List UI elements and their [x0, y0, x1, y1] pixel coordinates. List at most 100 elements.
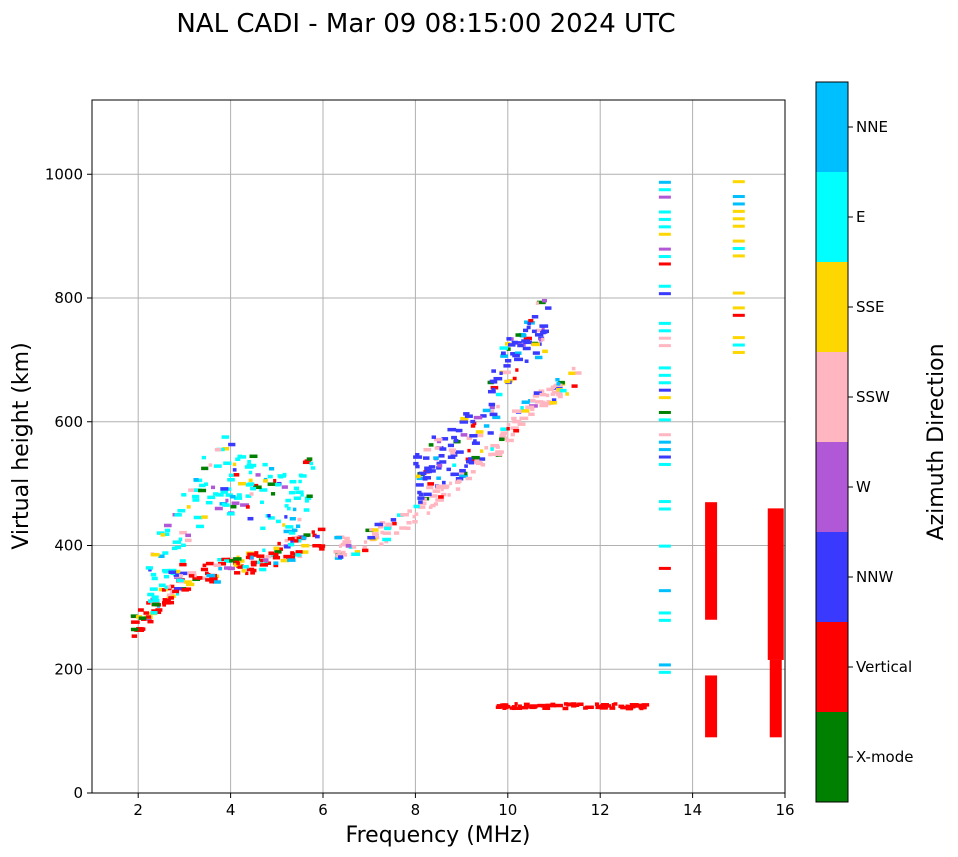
- echo-point: [428, 465, 436, 469]
- echo-point: [506, 347, 511, 351]
- echo-point: [556, 388, 563, 392]
- echo-point: [372, 528, 379, 532]
- echo-point: [174, 513, 182, 517]
- echo-point: [480, 414, 487, 418]
- echo-point: [262, 558, 269, 562]
- echo-point: [293, 539, 299, 543]
- echo-point: [289, 479, 297, 484]
- echo-point: [525, 405, 535, 410]
- echo-point: [146, 601, 151, 605]
- echo-point: [530, 407, 535, 412]
- echo-point: [205, 500, 213, 505]
- echo-point: [311, 530, 315, 534]
- echo-point: [344, 536, 350, 541]
- echo-point: [467, 448, 471, 453]
- echo-point: [574, 371, 582, 375]
- echo-point: [131, 634, 138, 638]
- echo-point: [527, 321, 531, 326]
- echo-point: [459, 468, 466, 473]
- colorbar-frame: [815, 81, 849, 803]
- echo-point: [522, 328, 529, 333]
- echo-point: [175, 592, 180, 596]
- echo-point: [160, 533, 166, 537]
- echo-point: [452, 463, 457, 467]
- echo-point: [658, 507, 671, 511]
- echo-point: [268, 551, 275, 555]
- echo-point: [470, 424, 476, 428]
- echo-point: [460, 433, 468, 437]
- echo-point: [280, 558, 290, 563]
- colorbar-label: Vertical: [856, 658, 912, 676]
- echo-point: [282, 472, 287, 477]
- echo-point: [554, 703, 563, 708]
- colorbar-label: NNE: [856, 118, 888, 136]
- echo-point: [658, 500, 671, 504]
- echo-point: [319, 547, 325, 551]
- echo-point: [158, 583, 166, 588]
- echo-point: [658, 433, 671, 437]
- echo-point: [150, 572, 157, 577]
- echo-point: [256, 560, 261, 565]
- echo-point: [487, 431, 494, 435]
- echo-point: [212, 580, 221, 584]
- echo-point: [525, 704, 534, 708]
- echo-point: [658, 410, 671, 414]
- echo-point: [259, 488, 268, 492]
- echo-point: [433, 437, 443, 442]
- echo-point: [541, 337, 545, 342]
- echo-point: [503, 364, 511, 368]
- echo-point: [246, 567, 255, 572]
- echo-point: [473, 439, 477, 443]
- echo-point: [273, 552, 279, 557]
- echo-point: [473, 415, 483, 420]
- echo-point: [546, 706, 551, 711]
- colorbar-label: SSW: [856, 388, 890, 406]
- echo-point: [269, 466, 275, 471]
- echo-point: [489, 412, 498, 417]
- echo-point: [399, 526, 407, 530]
- echo-point: [562, 706, 569, 711]
- x-tick-label: 14: [683, 801, 702, 819]
- echo-point: [450, 451, 457, 455]
- echo-point: [245, 555, 250, 560]
- echo-point: [427, 482, 435, 486]
- echo-point: [539, 392, 547, 397]
- echo-point: [299, 550, 309, 554]
- echo-point: [181, 493, 187, 497]
- y-tick-label: 0: [73, 784, 83, 802]
- echo-point: [514, 357, 524, 362]
- echo-point: [426, 485, 434, 490]
- echo-point: [374, 522, 383, 527]
- echo-point: [146, 615, 152, 619]
- echo-point: [613, 702, 618, 706]
- echo-point: [162, 551, 169, 555]
- echo-point: [450, 453, 458, 457]
- echo-point: [544, 706, 548, 711]
- colorbar-label: NNW: [856, 568, 893, 586]
- colorbar-segment: [816, 622, 848, 712]
- echo-point: [464, 414, 473, 418]
- echo-point: [281, 485, 288, 489]
- x-tick-label: 12: [591, 801, 610, 819]
- echo-point: [285, 525, 294, 529]
- echo-point: [237, 559, 245, 563]
- echo-point: [491, 369, 497, 373]
- echo-point: [439, 447, 447, 451]
- echo-point: [312, 543, 322, 548]
- echo-point: [315, 534, 320, 539]
- echo-point: [188, 488, 195, 492]
- echo-point: [732, 247, 745, 250]
- echo-point: [553, 386, 559, 390]
- echo-point: [416, 476, 425, 481]
- echo-point: [436, 466, 442, 470]
- echo-point: [203, 482, 209, 486]
- x-tick-label: 10: [498, 801, 517, 819]
- echo-point: [288, 490, 295, 495]
- echo-point: [732, 336, 745, 340]
- echo-point: [551, 390, 557, 395]
- echo-point: [541, 401, 551, 406]
- echo-point: [489, 405, 495, 410]
- echo-point: [532, 394, 540, 398]
- echo-point: [241, 569, 246, 573]
- echo-point: [184, 580, 192, 584]
